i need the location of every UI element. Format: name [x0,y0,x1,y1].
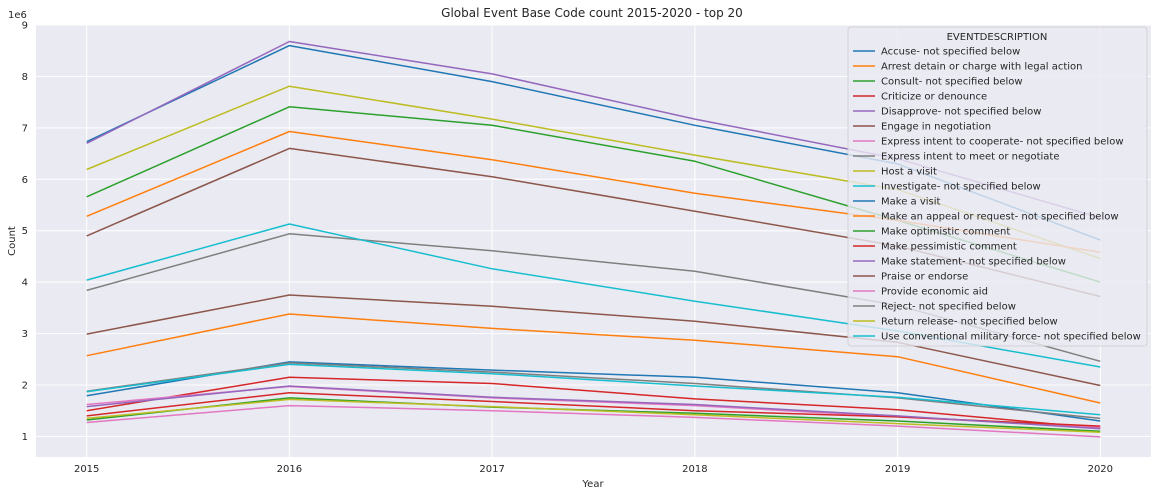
legend-label: Criticize or denounce [881,92,987,103]
y-tick-label: 6 [22,175,28,186]
legend-label: Consult- not specified below [881,77,1023,88]
x-tick-label: 2018 [682,464,707,475]
series-line [86,404,1101,438]
legend-label: Host a visit [881,167,937,178]
x-tick-label: 2019 [885,464,910,475]
legend-title: EVENTDESCRIPTION [947,32,1048,43]
y-axis-label: Count [7,226,18,256]
legend-items: Accuse- not specified below Arrest detain… [853,47,1141,343]
chart-title: Global Event Base Code count 2015-2020 -… [441,6,743,20]
legend-label: Make optimistic comment [881,227,1010,238]
y-tick-label: 2 [22,381,28,392]
y-tick-label: 3 [22,329,28,340]
series-line [86,294,1101,387]
y-tick-label: 9 [22,21,28,32]
series-line [86,362,1101,420]
y-tick-label: 7 [22,123,28,134]
legend-label: Make an appeal or request- not specified… [881,212,1119,223]
legend-label: Arrest detain or charge with legal actio… [881,62,1083,73]
legend-box [847,26,1148,347]
x-tick-label: 2016 [277,464,302,475]
legend-label: Provide economic aid [881,287,988,298]
legend-label: Express intent to cooperate- not specifi… [881,137,1124,148]
legend-label: Make a visit [881,197,941,208]
series-line [86,313,1101,404]
series-line [86,385,1101,430]
x-tick-label: 2015 [74,464,99,475]
legend-label: Investigate- not specified below [881,182,1041,193]
x-tick-label: 2017 [479,464,504,475]
legend-label: Make statement- not specified below [881,257,1066,268]
y-tick-label: 5 [22,226,28,237]
y-tick-label: 4 [22,278,28,289]
legend-label: Disapprove- not specified below [881,107,1041,118]
series-line [86,363,1101,416]
legend-label: Reject- not specified below [881,302,1016,313]
legend-label: Make pessimistic comment [881,242,1017,253]
y-offset-label: 1e6 [8,10,27,21]
legend-label: Engage in negotiation [881,122,991,133]
x-axis-label: Year [581,479,604,490]
legend-label: Express intent to meet or negotiate [881,152,1059,163]
legend-label: Praise or endorse [881,272,968,283]
legend-label: Accuse- not specified below [881,47,1020,58]
x-tick-label: 2020 [1088,464,1113,475]
legend: EVENTDESCRIPTION Accuse- not specified b… [847,26,1148,347]
series-line [86,398,1101,434]
x-axis-ticks: 2015 2016 2017 2018 2019 2020 [74,464,1113,475]
legend-label: Return release- not specified below [881,317,1058,328]
series-line [86,376,1101,429]
y-tick-label: 1 [22,432,28,443]
y-axis-ticks: 1 2 3 4 5 6 7 8 9 [22,21,28,443]
legend-label: Use conventional military force- not spe… [881,332,1141,343]
y-tick-label: 8 [22,72,28,83]
